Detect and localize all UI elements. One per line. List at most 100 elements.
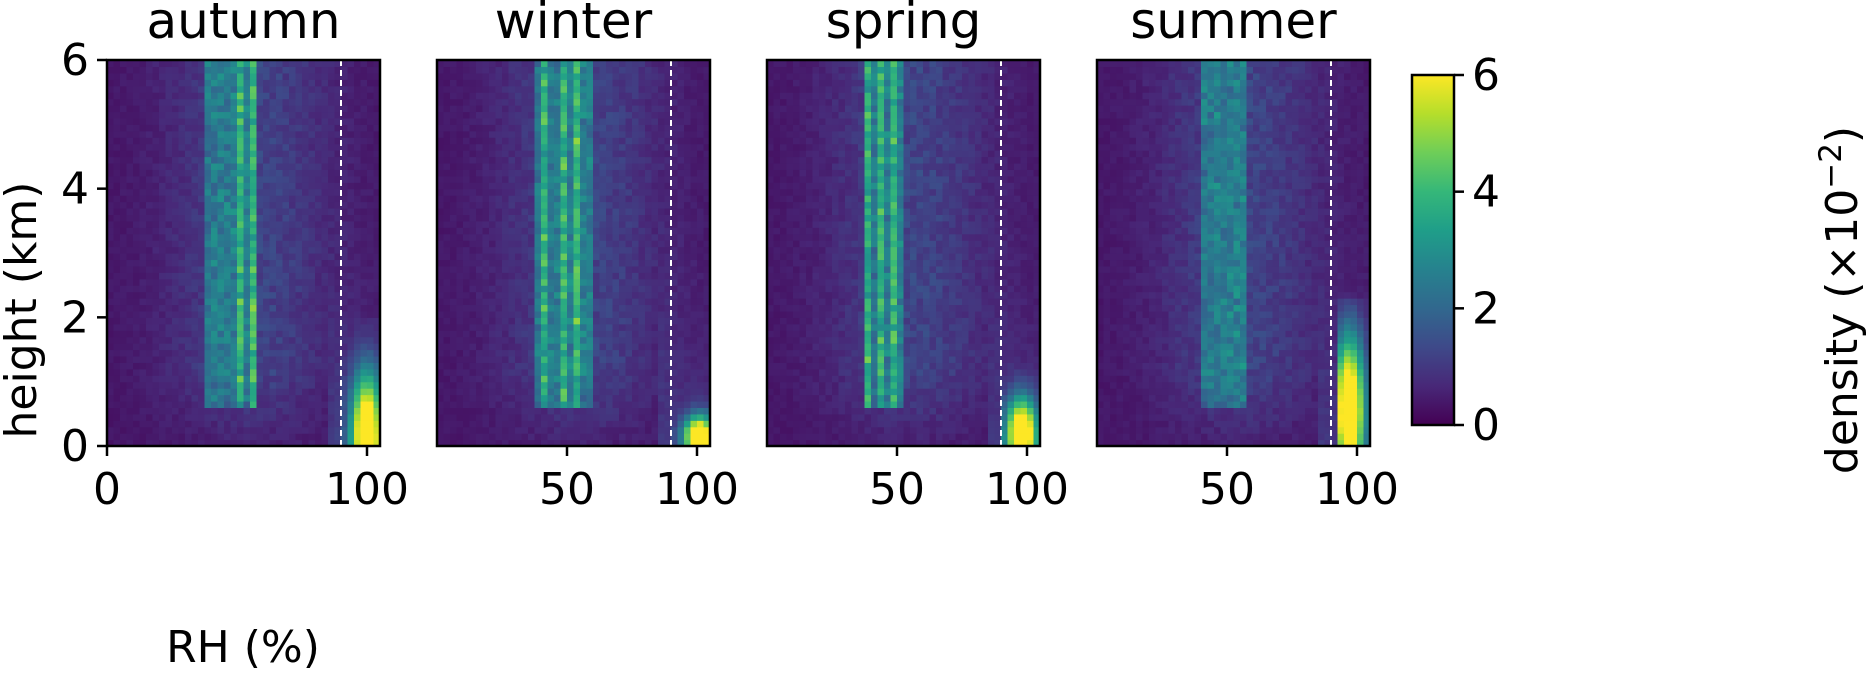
heatmap-cell bbox=[133, 214, 141, 222]
heatmap-cell bbox=[560, 72, 568, 80]
heatmap-cell bbox=[360, 117, 368, 125]
heatmap-cell bbox=[586, 156, 594, 164]
heatmap-cell bbox=[159, 336, 167, 344]
heatmap-cell bbox=[437, 343, 445, 351]
heatmap-cell bbox=[354, 111, 362, 119]
heatmap-cell bbox=[263, 182, 271, 190]
heatmap-cell bbox=[599, 278, 607, 286]
heatmap-cell bbox=[443, 400, 451, 408]
heatmap-cell bbox=[295, 272, 303, 280]
heatmap-cell bbox=[269, 98, 277, 106]
heatmap-cell bbox=[373, 246, 381, 254]
heatmap-cell bbox=[315, 195, 323, 203]
heatmap-cell bbox=[289, 330, 297, 338]
heatmap-cell bbox=[334, 201, 342, 209]
heatmap-cell bbox=[508, 195, 516, 203]
heatmap-cell bbox=[508, 330, 516, 338]
heatmap-cell bbox=[360, 381, 368, 389]
heatmap-cell bbox=[515, 227, 523, 235]
heatmap-cell bbox=[172, 291, 180, 299]
heatmap-cell bbox=[295, 137, 303, 145]
heatmap-cell bbox=[671, 143, 679, 151]
heatmap-cell bbox=[263, 394, 271, 402]
heatmap-cell bbox=[580, 105, 588, 113]
heatmap-cell bbox=[690, 355, 698, 363]
heatmap-cell bbox=[224, 375, 232, 383]
heatmap-cell bbox=[619, 175, 627, 183]
heatmap-cell bbox=[126, 439, 134, 447]
heatmap-cell bbox=[619, 240, 627, 248]
heatmap-cell bbox=[152, 60, 160, 68]
heatmap-cell bbox=[230, 362, 238, 370]
heatmap-cell bbox=[308, 394, 316, 402]
heatmap-cell bbox=[658, 285, 666, 293]
heatmap-cell bbox=[120, 253, 128, 261]
heatmap-cell bbox=[690, 182, 698, 190]
heatmap-cell bbox=[612, 79, 620, 87]
heatmap-cell bbox=[671, 137, 679, 145]
heatmap-cell bbox=[191, 169, 199, 177]
heatmap-cell bbox=[289, 156, 297, 164]
heatmap-cell bbox=[528, 233, 536, 241]
heatmap-cell bbox=[341, 278, 349, 286]
heatmap-cell bbox=[586, 259, 594, 267]
heatmap-cell bbox=[139, 85, 147, 93]
heatmap-cell bbox=[554, 117, 562, 125]
heatmap-cell bbox=[677, 439, 685, 447]
heatmap-cell bbox=[586, 362, 594, 370]
heatmap-cell bbox=[437, 355, 445, 363]
heatmap-cell bbox=[632, 355, 640, 363]
heatmap-cell bbox=[191, 343, 199, 351]
heatmap-cell bbox=[528, 214, 536, 222]
heatmap-cell bbox=[515, 304, 523, 312]
heatmap-cell bbox=[302, 265, 310, 273]
heatmap-cell bbox=[334, 220, 342, 228]
heatmap-cell bbox=[573, 355, 581, 363]
heatmap-cell bbox=[573, 413, 581, 421]
heatmap-cell bbox=[126, 336, 134, 344]
heatmap-cell bbox=[671, 182, 679, 190]
heatmap-cell bbox=[373, 433, 381, 441]
heatmap-cell bbox=[645, 246, 653, 254]
heatmap-cell bbox=[165, 310, 173, 318]
heatmap-cell bbox=[146, 98, 154, 106]
heatmap-cell bbox=[178, 150, 186, 158]
heatmap-cell bbox=[165, 240, 173, 248]
heatmap-cell bbox=[204, 368, 212, 376]
heatmap-cell bbox=[476, 291, 484, 299]
heatmap-cell bbox=[599, 143, 607, 151]
heatmap-cell bbox=[204, 265, 212, 273]
heatmap-cell bbox=[469, 195, 477, 203]
heatmap-cell bbox=[612, 368, 620, 376]
heatmap-cell bbox=[593, 195, 601, 203]
heatmap-cell bbox=[599, 175, 607, 183]
heatmap-cell bbox=[230, 150, 238, 158]
heatmap-cell bbox=[211, 291, 219, 299]
heatmap-cell bbox=[450, 246, 458, 254]
heatmap-cell bbox=[651, 439, 659, 447]
heatmap-cell bbox=[528, 343, 536, 351]
heatmap-cell bbox=[308, 413, 316, 421]
heatmap-cell bbox=[502, 439, 510, 447]
heatmap-cell bbox=[599, 368, 607, 376]
heatmap-cell bbox=[315, 413, 323, 421]
heatmap-cell bbox=[204, 317, 212, 325]
heatmap-cell bbox=[250, 143, 258, 151]
heatmap-cell bbox=[113, 214, 121, 222]
heatmap-cell bbox=[541, 433, 549, 441]
heatmap-cell bbox=[619, 259, 627, 267]
heatmap-cell bbox=[450, 388, 458, 396]
heatmap-cell bbox=[289, 79, 297, 87]
heatmap-cell bbox=[645, 195, 653, 203]
heatmap-cell bbox=[541, 304, 549, 312]
heatmap-cell bbox=[658, 207, 666, 215]
heatmap-cell bbox=[321, 343, 329, 351]
heatmap-cell bbox=[469, 413, 477, 421]
heatmap-cell bbox=[612, 253, 620, 261]
heatmap-cell bbox=[664, 400, 672, 408]
heatmap-cell bbox=[367, 349, 375, 357]
heatmap-cell bbox=[495, 162, 503, 170]
heatmap-cell bbox=[282, 233, 290, 241]
heatmap-cell bbox=[347, 214, 355, 222]
heatmap-cell bbox=[243, 188, 251, 196]
